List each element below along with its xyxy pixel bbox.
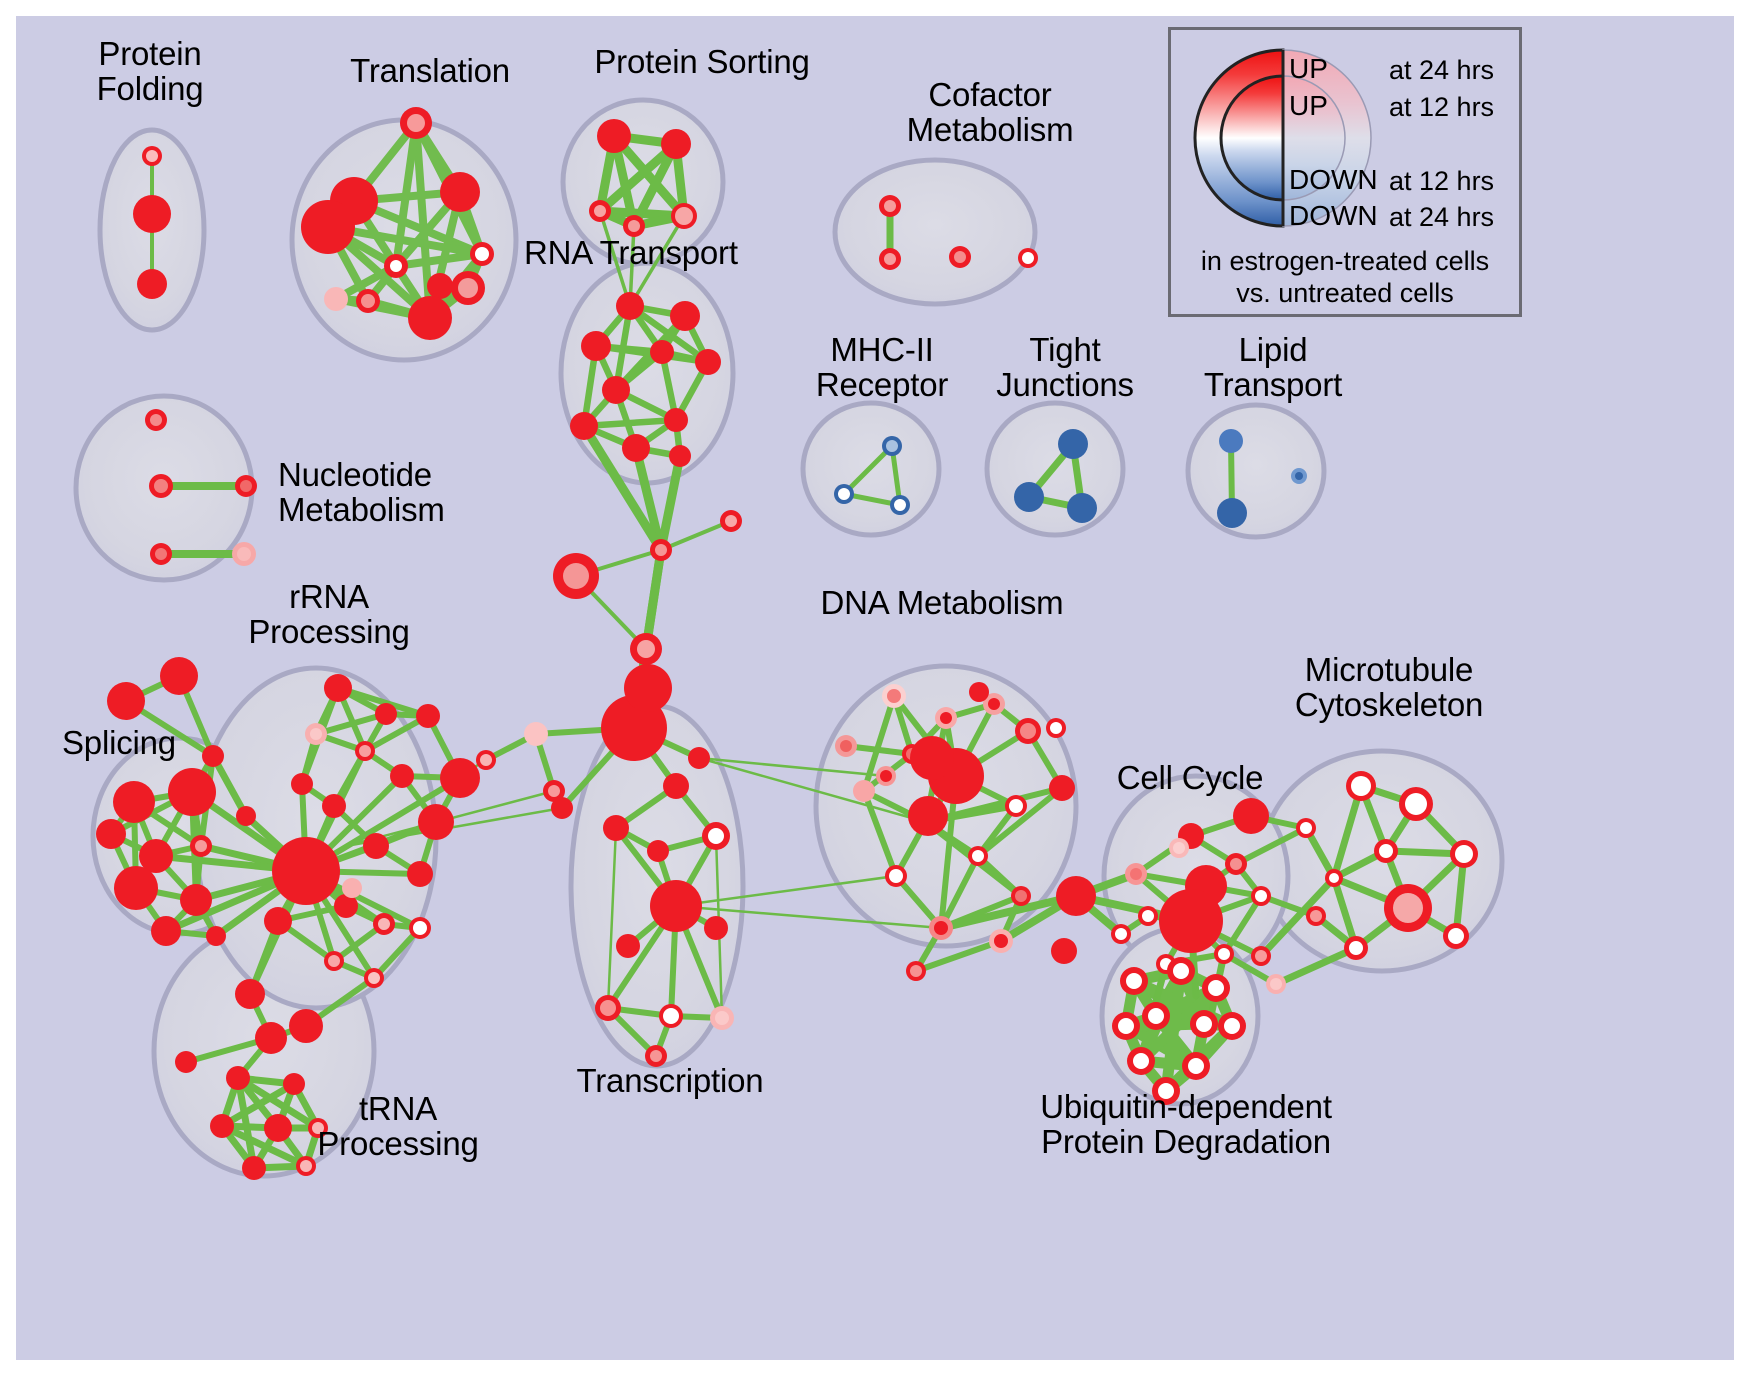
legend-colour-swatch — [1193, 48, 1372, 228]
cluster-label-rrna-processing: rRNA Processing — [248, 578, 410, 651]
network-plot-area: Protein Folding Translation Protein Sort… — [16, 16, 1734, 1360]
legend-time-down-24: at 24 hrs — [1389, 202, 1495, 232]
cluster-label-dna-metabolism: DNA Metabolism — [820, 584, 1064, 621]
legend-direction-up-24: UP — [1289, 53, 1328, 84]
cluster-label-lipid-transport: Lipid Transport — [1203, 331, 1343, 404]
network-nodes — [96, 107, 1478, 1180]
cluster-label-ubiquitin-degradation: Ubiquitin-dependent Protein Degradation — [1040, 1088, 1332, 1161]
cluster-label-rna-transport: RNA Transport — [524, 234, 738, 271]
legend-box: UP at 24 hrs UP at 12 hrs DOWN at 12 hrs… — [1168, 27, 1522, 317]
legend-time-down-12: at 12 hrs — [1389, 166, 1495, 196]
cluster-label-transcription: Transcription — [576, 1062, 764, 1099]
cluster-label-trna-processing: tRNA Processing — [317, 1090, 479, 1163]
cluster-region-cofactor-metabolism — [832, 157, 1038, 307]
legend-time-up-12: at 12 hrs — [1389, 92, 1495, 122]
cluster-label-protein-folding: Protein Folding — [96, 35, 204, 108]
cluster-label-mhc-ii-receptor: MHC-II Receptor — [815, 331, 949, 404]
cluster-label-splicing: Splicing — [62, 724, 176, 761]
cluster-label-cell-cycle: Cell Cycle — [1116, 759, 1264, 796]
legend-footer-line-2: vs. untreated cells — [1236, 278, 1454, 308]
legend-direction-down-24: DOWN — [1289, 200, 1378, 231]
cluster-label-microtubule-cytoskeleton: Microtubule Cytoskeleton — [1294, 651, 1484, 724]
network-graph — [73, 97, 1505, 1180]
cluster-label-translation: Translation — [350, 52, 510, 89]
cluster-label-tight-junctions: Tight Junctions — [996, 331, 1134, 404]
legend-direction-down-12: DOWN — [1289, 164, 1378, 195]
cluster-label-protein-sorting: Protein Sorting — [594, 43, 810, 80]
legend-direction-up-12: UP — [1289, 90, 1328, 121]
cluster-label-cofactor-metabolism: Cofactor Metabolism — [906, 76, 1074, 149]
legend-footer-line-1: in estrogen-treated cells — [1200, 246, 1490, 276]
legend-time-up-24: at 24 hrs — [1389, 55, 1495, 85]
cluster-label-nucleotide-metabolism: Nucleotide Metabolism — [278, 456, 445, 529]
